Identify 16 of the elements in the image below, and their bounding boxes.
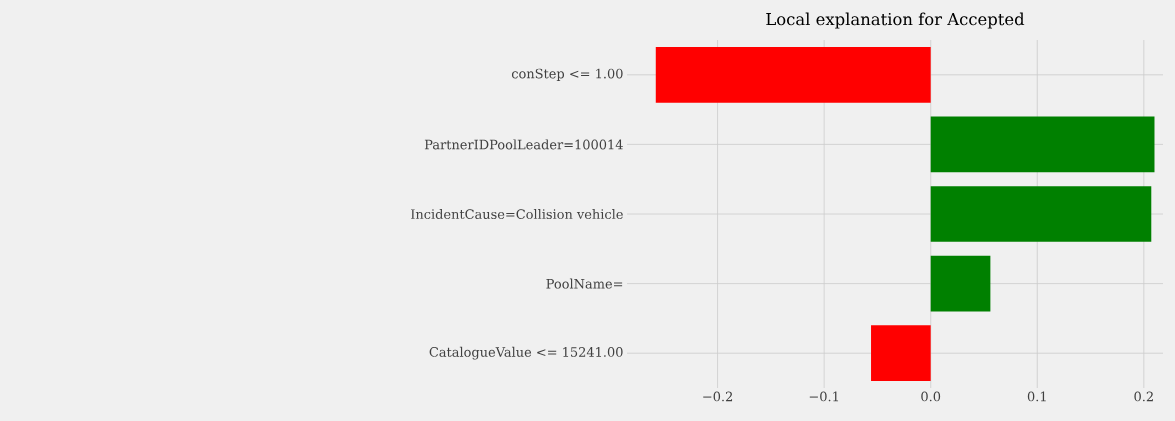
x-tick-label: 0.0	[921, 391, 941, 402]
bar	[930, 255, 991, 312]
chart-title: Local explanation for Accepted	[766, 12, 1025, 29]
x-tick-label: 0.2	[1134, 391, 1153, 402]
y-tick-label: IncidentCause=Collision vehicle	[411, 208, 623, 220]
y-tick-label: PartnerIDPoolLeader=100014	[424, 139, 623, 150]
bar	[930, 116, 1155, 173]
y-tick-label: conStep <= 1.00	[511, 68, 623, 81]
bar	[871, 325, 931, 382]
bar	[655, 46, 931, 103]
bar	[930, 186, 1152, 242]
x-tick-label: 0.1	[1027, 391, 1046, 402]
y-tick-label: PoolName=	[546, 278, 623, 289]
x-tick-label: −0.1	[809, 391, 839, 402]
y-tick-label: CatalogueValue <= 15241.00	[429, 346, 623, 360]
x-tick-label: −0.2	[703, 391, 733, 402]
